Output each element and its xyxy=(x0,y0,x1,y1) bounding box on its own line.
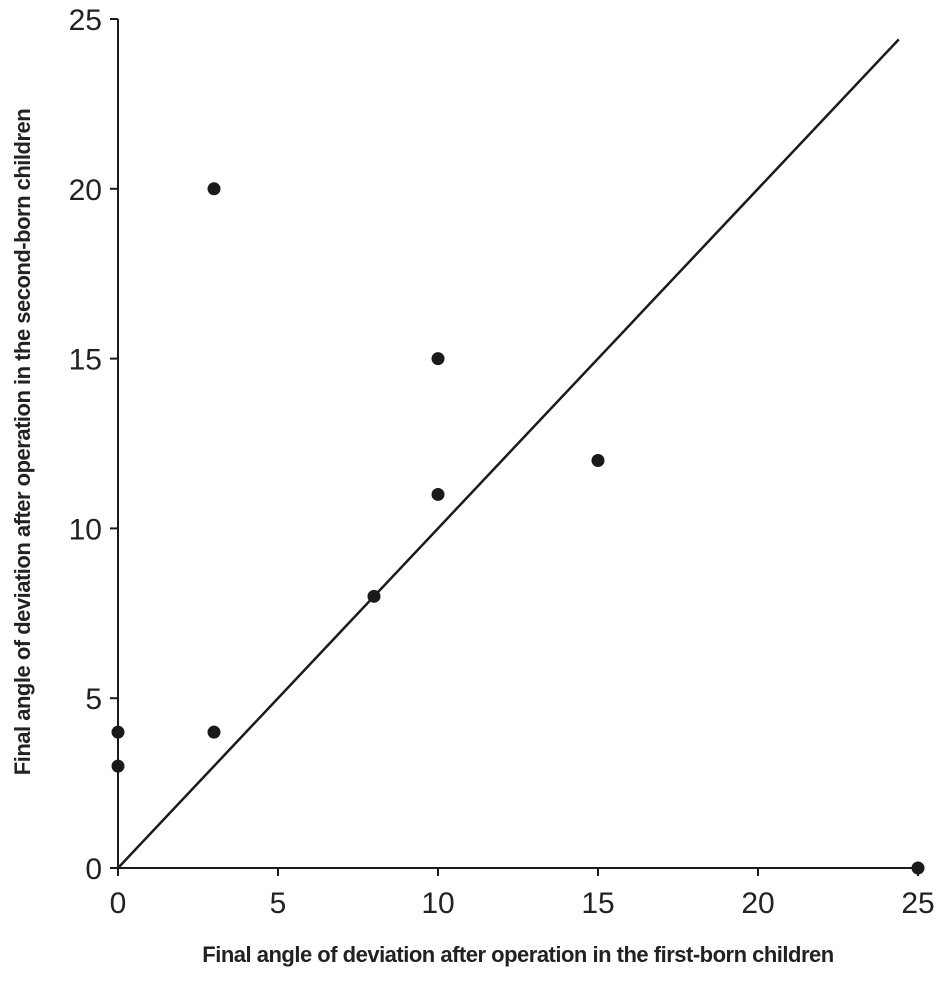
x-tick-labels: 0 5 10 15 20 25 xyxy=(110,887,935,920)
y-tick-label: 20 xyxy=(69,174,102,207)
x-tick-label: 20 xyxy=(741,887,774,920)
identity-line xyxy=(117,38,900,869)
data-point xyxy=(911,861,925,875)
reference-line-group xyxy=(117,38,900,869)
x-tick-label: 5 xyxy=(270,887,287,920)
y-tick-label: 25 xyxy=(69,4,102,37)
data-point xyxy=(591,453,605,467)
data-point xyxy=(431,487,445,501)
data-point xyxy=(207,725,221,739)
data-point xyxy=(111,725,125,739)
y-axis-title: Final angle of deviation after operation… xyxy=(10,109,35,775)
y-tick-labels: 0 5 10 15 20 25 xyxy=(69,4,102,886)
data-point xyxy=(367,589,381,603)
y-tick-label: 15 xyxy=(69,344,102,377)
x-tick-label: 15 xyxy=(581,887,614,920)
y-tick-label: 0 xyxy=(85,853,102,886)
data-point xyxy=(207,182,221,196)
x-tick-label: 25 xyxy=(901,887,934,920)
data-point xyxy=(111,759,125,773)
y-tick-label: 10 xyxy=(69,513,102,546)
y-tick-label: 5 xyxy=(85,683,102,716)
data-points xyxy=(111,182,925,875)
data-point xyxy=(431,352,445,366)
x-tick-label: 10 xyxy=(421,887,454,920)
x-tick-label: 0 xyxy=(110,887,127,920)
x-axis-title: Final angle of deviation after operation… xyxy=(202,942,834,967)
